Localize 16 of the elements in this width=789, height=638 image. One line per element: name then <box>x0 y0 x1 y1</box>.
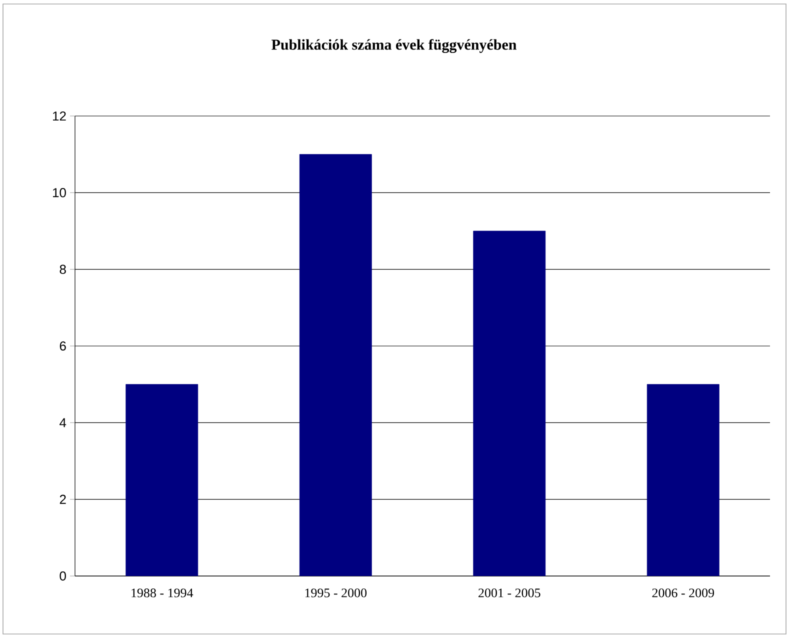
bar <box>473 230 546 576</box>
x-tick-label: 1988 - 1994 <box>132 588 194 598</box>
bar <box>299 154 372 576</box>
y-tick-label: 6 <box>60 341 66 351</box>
bar <box>126 384 198 576</box>
y-tick-label: 2 <box>60 494 66 504</box>
y-tick-label: 0 <box>60 571 66 581</box>
y-tick-label: 8 <box>60 264 66 274</box>
y-tick-label: 12 <box>52 111 66 121</box>
x-tick-label: 1995 - 2000 <box>305 588 367 598</box>
chart-title: Publikációk száma évek függvényében <box>272 39 516 53</box>
x-tick-label: 2001 - 2005 <box>478 588 540 598</box>
x-tick-label: 2006 - 2009 <box>652 588 714 598</box>
bar <box>646 384 720 576</box>
y-tick-label: 10 <box>52 188 66 198</box>
y-tick-label: 4 <box>60 418 66 428</box>
